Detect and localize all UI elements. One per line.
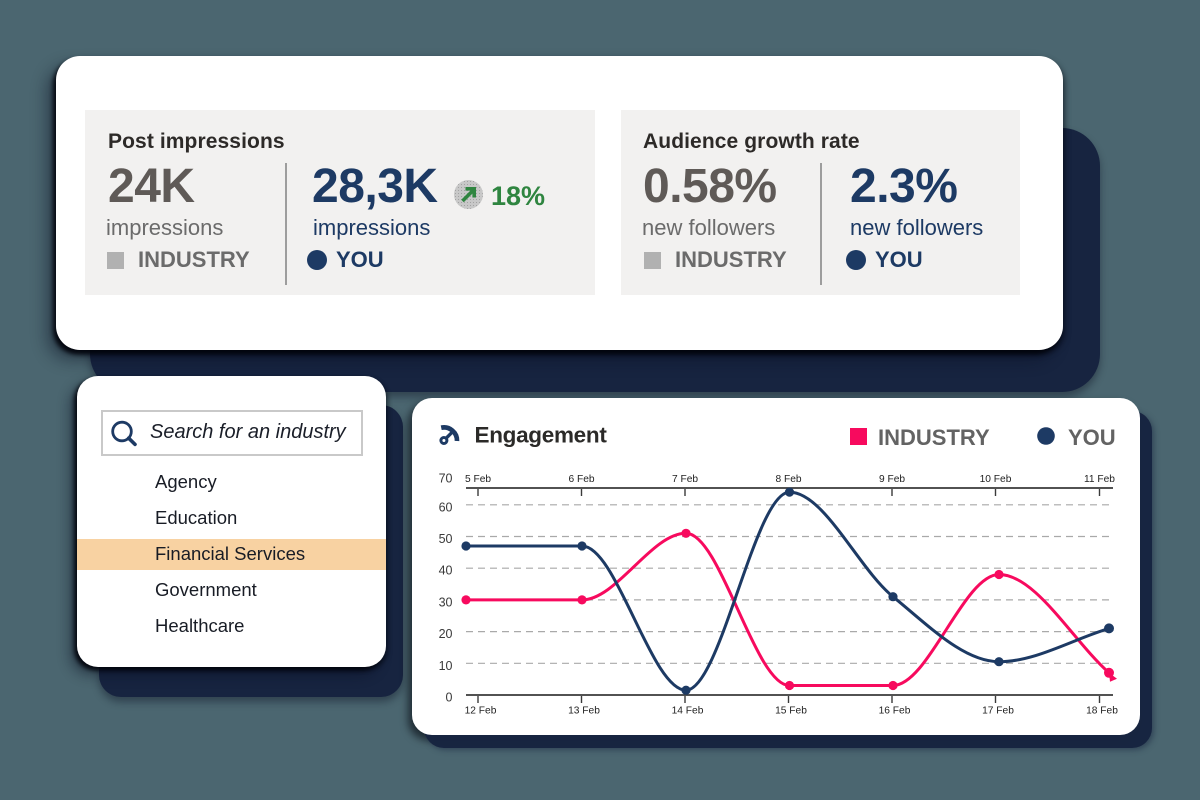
svg-text:20: 20 — [439, 627, 453, 641]
svg-text:INDUSTRY: INDUSTRY — [878, 425, 990, 450]
svg-text:0: 0 — [446, 691, 453, 705]
svg-text:12 Feb: 12 Feb — [465, 706, 497, 717]
svg-text:5 Feb: 5 Feb — [465, 474, 491, 485]
svg-text:7 Feb: 7 Feb — [672, 474, 698, 485]
svg-text:Engagement: Engagement — [475, 423, 608, 448]
svg-text:60: 60 — [439, 500, 453, 514]
svg-text:30: 30 — [439, 595, 453, 609]
svg-text:8 Feb: 8 Feb — [775, 474, 801, 485]
svg-text:17 Feb: 17 Feb — [982, 706, 1014, 717]
svg-text:13 Feb: 13 Feb — [568, 706, 600, 717]
svg-text:40: 40 — [439, 564, 453, 578]
svg-text:70: 70 — [439, 472, 453, 486]
svg-text:10 Feb: 10 Feb — [980, 474, 1012, 485]
svg-text:15 Feb: 15 Feb — [775, 706, 807, 717]
svg-text:18 Feb: 18 Feb — [1086, 706, 1118, 717]
svg-text:9 Feb: 9 Feb — [879, 474, 905, 485]
svg-text:16 Feb: 16 Feb — [879, 706, 911, 717]
svg-text:14 Feb: 14 Feb — [672, 706, 704, 717]
svg-text:11 Feb: 11 Feb — [1084, 474, 1115, 485]
svg-text:10: 10 — [439, 659, 453, 673]
svg-text:YOU: YOU — [1068, 425, 1116, 450]
svg-text:50: 50 — [439, 532, 453, 546]
svg-text:6 Feb: 6 Feb — [568, 474, 594, 485]
